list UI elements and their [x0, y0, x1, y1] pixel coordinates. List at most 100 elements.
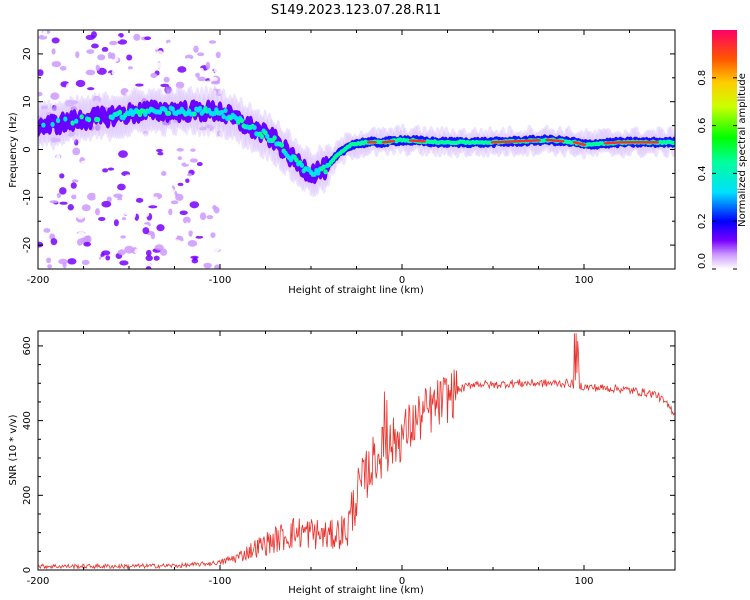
spectrogram-noise-blob — [149, 50, 154, 55]
spectrogram-noise-blob — [53, 138, 61, 142]
spectrogram-noise-blob — [145, 266, 152, 269]
colorbar-tick-label: 0.0 — [697, 253, 708, 269]
spectrogram-noise-blob — [38, 154, 42, 162]
spectrogram-noise-blob — [135, 83, 144, 87]
spectrogram-noise-blob — [177, 182, 184, 187]
spectrogram-noise-blob — [103, 157, 108, 161]
spectrogram-noise-blob — [142, 124, 149, 129]
spectrogram-noise-blob — [275, 106, 283, 111]
spectrogram-noise-blob — [85, 69, 96, 76]
spectrogram-noise-blob — [42, 50, 50, 58]
spectrogram-noise-blob — [41, 139, 46, 143]
spectrogram-noise-blob — [139, 183, 147, 190]
spectrogram-noise-blob — [218, 89, 227, 95]
spectrogram-ridge-core — [70, 120, 75, 126]
spectrogram-noise-blob — [146, 249, 152, 257]
spectrogram-noise-blob — [243, 145, 250, 150]
spectrogram-noise-blob — [131, 141, 139, 149]
spectrogram-noise-blob — [64, 90, 71, 96]
spectrogram-noise-blob — [86, 192, 97, 201]
spectrogram-noise-blob — [116, 175, 123, 180]
spectrogram-noise-blob — [169, 68, 174, 75]
spectrogram-noise-blob — [197, 76, 206, 82]
spectrogram-noise-blob — [204, 80, 213, 85]
spectrogram-noise-blob — [230, 126, 235, 131]
spectrogram-noise-blob — [177, 33, 184, 38]
colorbar-axes: 0.0 0.2 0.4 0.6 0.8 — [697, 70, 737, 270]
spectrogram-ridge-core — [272, 135, 277, 141]
spectrogram-noise-blob — [177, 156, 182, 161]
spectrogram-noise-blob — [117, 183, 126, 191]
spectrogram-ridge-core — [316, 170, 321, 176]
spectrogram-noise-blob — [142, 81, 149, 86]
spectrogram-noise-blob — [74, 139, 79, 146]
spectrogram-noise-blob — [42, 40, 49, 45]
spectrogram-xtick-label: -200 — [27, 275, 50, 286]
spectrogram-noise-blob — [245, 95, 252, 101]
spectrogram-ridge-peak — [559, 140, 565, 143]
spectrogram-noise-blob — [86, 49, 95, 54]
spectrogram-noise-blob — [76, 231, 86, 239]
spectrogram-noise-blob — [197, 52, 205, 57]
spectrogram-noise-blob — [109, 128, 114, 134]
spectrogram-noise-blob — [59, 65, 67, 71]
spectrogram-ridge-core — [79, 114, 84, 120]
spectrogram-noise-blob — [265, 150, 274, 154]
spectrogram-noise-blob — [234, 83, 243, 87]
snr-xtick-label: -100 — [209, 576, 232, 587]
spectrogram-noise-blob — [131, 167, 138, 174]
spectrogram-noise-blob — [202, 201, 207, 207]
spectrogram-noise-blob — [180, 30, 191, 36]
spectrogram-noise-blob — [101, 46, 109, 52]
spectrogram-noise-blob — [75, 199, 83, 205]
colorbar-tick-label: 0.2 — [697, 213, 708, 229]
spectrogram-noise-blob — [248, 161, 256, 168]
spectrogram-noise-blob — [206, 215, 214, 220]
spectrogram-noise-blob — [193, 195, 201, 199]
spectrogram-noise-blob — [171, 235, 178, 239]
spectrogram-noise-blob — [284, 129, 293, 136]
spectrogram-noise-blob — [107, 51, 113, 59]
spectrogram-noise-blob — [101, 200, 112, 208]
spectrogram-noise-blob — [169, 224, 175, 232]
spectrogram-noise-blob — [274, 113, 282, 119]
spectrogram-noise-blob — [38, 225, 44, 229]
spectrogram-ridge-core — [236, 119, 241, 125]
spectrogram-noise-blob — [255, 165, 263, 169]
spectrogram-noise-blob — [106, 72, 112, 80]
spectrogram-xtick-label: -100 — [209, 275, 232, 286]
spectrogram-noise-blob — [77, 61, 82, 70]
spectrogram-noise-blob — [182, 216, 191, 224]
spectrogram-noise-blob — [42, 30, 48, 37]
spectrogram-noise-blob — [145, 255, 153, 262]
spectrogram-noise-blob — [110, 66, 120, 71]
spectrogram-noise-blob — [92, 255, 101, 261]
colorbar-label: Normalized spectral amplitude — [737, 73, 748, 227]
spectrogram-noise-blob — [207, 249, 213, 253]
snr-xlabel: Height of straight line (km) — [288, 585, 424, 596]
spectrogram-noise-blob — [163, 76, 170, 83]
spectrogram-noise-blob — [71, 179, 79, 183]
spectrogram-noise-blob — [150, 72, 158, 79]
spectrogram-noise-blob — [51, 104, 57, 112]
spectrogram-noise-blob — [107, 167, 115, 171]
spectrogram-noise-blob — [156, 224, 165, 232]
spectrogram-ridge-core — [95, 117, 101, 123]
spectrogram-noise-blob — [153, 36, 160, 42]
spectrogram-noise-blob — [195, 229, 205, 237]
spectrogram-noise-blob — [38, 211, 43, 220]
spectrogram-noise-blob — [123, 32, 134, 37]
spectrogram-ridge-core — [219, 109, 225, 115]
spectrogram-noise-blob — [149, 192, 154, 200]
spectrogram-ytick-label: -20 — [22, 237, 33, 253]
spectrogram-noise-blob — [75, 79, 86, 88]
spectrogram-noise-blob — [101, 250, 111, 256]
spectrogram-noise-blob — [80, 160, 91, 166]
spectrogram-noise-blob — [117, 249, 126, 256]
spectrogram-noise-blob — [166, 175, 172, 182]
spectrogram-noise-blob — [48, 189, 58, 196]
spectrogram-noise-blob — [266, 166, 272, 173]
spectrogram-noise-blob — [111, 68, 122, 77]
colorbar-tick-label: 0.8 — [697, 70, 708, 86]
